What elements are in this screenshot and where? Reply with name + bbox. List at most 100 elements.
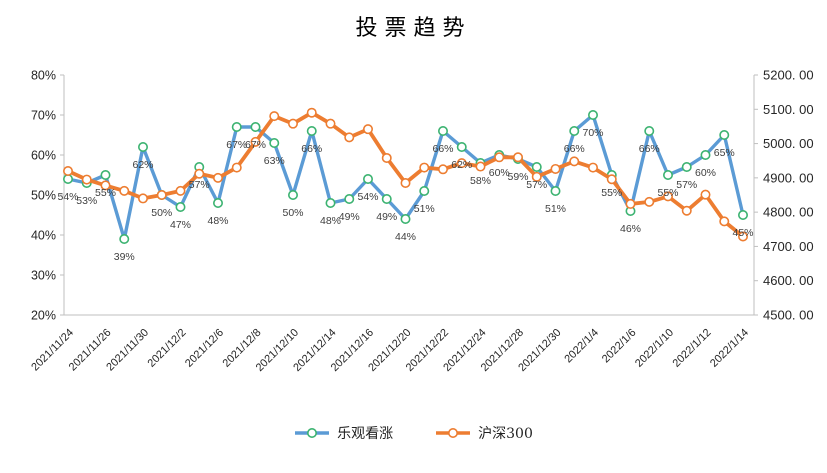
csi300-data-point-marker — [250, 136, 261, 147]
bullish-data-point-marker — [100, 170, 111, 181]
bullish-data-label: 51% — [414, 203, 435, 215]
bullish-data-label: 54% — [357, 191, 378, 203]
bullish-data-point-marker — [569, 126, 580, 137]
bullish-data-point-marker — [644, 126, 655, 137]
bullish-data-label: 44% — [395, 231, 416, 243]
csi300-data-point-marker — [606, 174, 617, 185]
bullish-data-point-marker — [213, 198, 224, 209]
bullish-data-label: 39% — [114, 251, 135, 263]
csi300-data-point-marker — [644, 196, 655, 207]
bullish-data-point-marker — [381, 194, 392, 205]
y-axis-left-label: 60% — [31, 149, 56, 163]
bullish-data-point-marker — [362, 174, 373, 185]
bullish-data-point-marker — [456, 142, 467, 153]
y-axis-right-label: 5100. 00 — [763, 102, 814, 117]
y-axis-left-label: 70% — [31, 109, 56, 123]
csi300-data-point-marker — [456, 158, 467, 169]
bullish-data-point-marker — [419, 186, 430, 197]
bullish-data-point-marker — [550, 186, 561, 197]
x-axis-tick-label: 2022/1/12 — [671, 327, 714, 370]
csi300-data-point-marker — [194, 168, 205, 179]
bullish-data-label: 60% — [695, 167, 716, 179]
bullish-data-label: 63% — [264, 155, 285, 167]
csi300-data-point-marker — [362, 124, 373, 135]
bullish-data-point-marker — [231, 122, 242, 133]
x-axis-tick-label: 2021/12/6 — [183, 327, 226, 370]
y-axis-left-label: 30% — [31, 269, 56, 283]
csi300-data-point-marker — [100, 180, 111, 191]
bullish-data-label: 58% — [470, 175, 491, 187]
bullish-data-point-marker — [250, 122, 261, 133]
csi300-data-point-marker — [475, 161, 486, 172]
bullish-data-label: 70% — [582, 127, 603, 139]
csi300-data-point-marker — [156, 190, 167, 201]
bullish-data-point-marker — [681, 162, 692, 173]
bullish-data-label: 48% — [207, 215, 228, 227]
bullish-data-point-marker — [138, 142, 149, 153]
y-axis-right-label: 4500. 00 — [763, 308, 814, 323]
bullish-data-label: 55% — [601, 187, 622, 199]
y-axis-left-label: 40% — [31, 229, 56, 243]
csi300-data-point-marker — [719, 216, 730, 227]
bullish-data-point-marker — [700, 150, 711, 161]
chart-title: 投票趋势 — [355, 16, 472, 41]
bullish-data-label: 66% — [301, 143, 322, 155]
bullish-data-label: 49% — [376, 211, 397, 223]
bullish-data-label: 53% — [76, 195, 97, 207]
bullish-data-point-marker — [719, 130, 730, 141]
bullish-data-label: 67% — [226, 139, 247, 151]
bullish-data-label: 62% — [451, 159, 472, 171]
y-axis-right-label: 4800. 00 — [763, 205, 814, 220]
csi300-data-point-marker — [737, 231, 748, 242]
bullish-data-label: 54% — [57, 191, 78, 203]
bullish-data-label: 50% — [282, 207, 303, 219]
bullish-data-label: 48% — [320, 215, 341, 227]
csi300-data-point-marker — [344, 132, 355, 143]
legend-label-csi300: 沪深300 — [478, 426, 533, 442]
bullish-data-point-marker — [287, 190, 298, 201]
csi300-data-point-marker — [381, 152, 392, 163]
bullish-data-label: 57% — [676, 179, 697, 191]
y-axis-right-label: 4900. 00 — [763, 170, 814, 185]
bullish-data-label: 65% — [714, 147, 735, 159]
legend-swatch-bullish — [295, 428, 330, 438]
csi300-data-point-marker — [550, 163, 561, 174]
csi300-data-point-marker — [400, 178, 411, 189]
chart-legend: 乐观看涨 沪深300 — [0, 423, 827, 443]
y-axis-right-label: 5200. 00 — [763, 68, 814, 83]
legend-item-csi300: 沪深300 — [435, 423, 533, 443]
csi300-data-point-marker — [62, 166, 73, 177]
legend-item-bullish: 乐观看涨 — [294, 423, 393, 443]
bullish-data-point-marker — [344, 194, 355, 205]
csi300-data-point-marker — [587, 162, 598, 173]
y-axis-right-label: 4600. 00 — [763, 273, 814, 288]
csi300-data-point-marker — [625, 198, 636, 209]
csi300-data-point-marker — [81, 174, 92, 185]
csi300-data-point-marker — [419, 162, 430, 173]
bullish-data-label: 57% — [526, 179, 547, 191]
bullish-data-point-marker — [175, 202, 186, 213]
bullish-data-label: 49% — [339, 211, 360, 223]
csi300-data-point-marker — [175, 185, 186, 196]
bullish-data-label: 55% — [657, 187, 678, 199]
x-axis-tick-label: 2022/1/14 — [708, 327, 751, 370]
bullish-data-point-marker — [662, 170, 673, 181]
csi300-data-point-marker — [681, 205, 692, 216]
csi300-data-point-marker — [437, 164, 448, 175]
y-axis-right-label: 5000. 00 — [763, 136, 814, 151]
csi300-data-point-marker — [213, 172, 224, 183]
bullish-data-point-marker — [400, 214, 411, 225]
bullish-data-label: 47% — [170, 219, 191, 231]
bullish-data-point-marker — [531, 162, 542, 173]
bullish-data-point-marker — [325, 198, 336, 209]
y-axis-left-label: 50% — [31, 189, 56, 203]
csi300-data-point-marker — [512, 152, 523, 163]
csi300-data-point-marker — [138, 193, 149, 204]
bullish-data-point-marker — [737, 210, 748, 221]
bullish-data-label: 55% — [95, 187, 116, 199]
csi300-data-point-marker — [531, 171, 542, 182]
csi300-data-point-marker — [119, 185, 130, 196]
csi300-data-point-marker — [494, 152, 505, 163]
